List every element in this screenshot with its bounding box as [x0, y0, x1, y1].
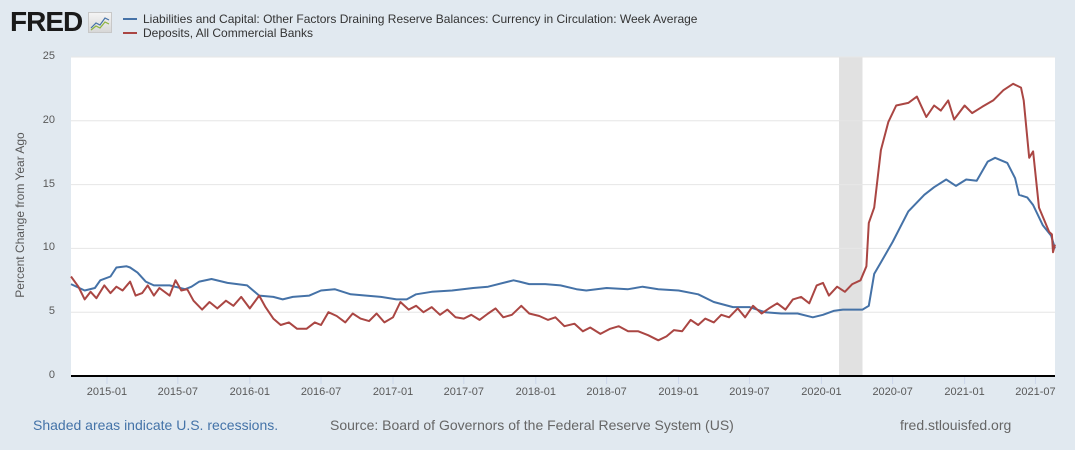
y-tick-label: 20 [42, 113, 55, 126]
legend-label: Liabilities and Capital: Other Factors D… [143, 12, 698, 26]
recession-band [839, 57, 863, 376]
legend-label: Deposits, All Commercial Banks [143, 26, 314, 40]
legend-item-deposits[interactable]: Deposits, All Commercial Banks [123, 26, 697, 40]
y-tick-label: 25 [42, 50, 55, 62]
x-tick-label: 2018-07 [586, 386, 627, 398]
x-tick-label: 2017-07 [443, 386, 484, 398]
x-tick-label: 2020-01 [801, 386, 842, 398]
legend-swatch-red [123, 32, 137, 34]
legend-swatch-blue [123, 18, 137, 20]
site-link[interactable]: fred.stlouisfed.org [900, 417, 1012, 433]
legend: Liabilities and Capital: Other Factors D… [123, 12, 697, 40]
logo-text: FRED [10, 6, 83, 37]
series-line-deposits [70, 82, 1056, 342]
series-line-currency [70, 156, 1056, 319]
x-tick-label: 2020-07 [872, 386, 913, 398]
x-tick-label: 2018-01 [515, 386, 556, 398]
x-tick-label: 2015-01 [86, 386, 128, 398]
y-tick-label: 0 [48, 369, 55, 381]
plot-background [71, 57, 1055, 376]
fred-logo[interactable]: FRED [10, 6, 113, 38]
y-tick-label: 10 [42, 241, 55, 254]
y-tick-label: 15 [42, 177, 55, 190]
x-tick-label: 2016-07 [300, 386, 342, 398]
x-tick-label: 2021-07 [1015, 386, 1056, 398]
source-note: Source: Board of Governors of the Federa… [330, 417, 734, 433]
x-tick-label: 2021-01 [944, 386, 985, 398]
y-tick-label: 5 [48, 305, 55, 318]
x-tick-label: 2019-01 [658, 386, 699, 398]
x-tick-label: 2016-01 [229, 386, 270, 398]
x-tick-label: 2015-07 [157, 386, 198, 398]
x-tick-label: 2017-01 [372, 386, 414, 398]
legend-item-currency[interactable]: Liabilities and Capital: Other Factors D… [123, 12, 697, 26]
chart-logo-icon [88, 11, 113, 33]
x-tick-label: 2019-07 [729, 386, 770, 398]
recession-note[interactable]: Shaded areas indicate U.S. recessions. [33, 417, 279, 433]
